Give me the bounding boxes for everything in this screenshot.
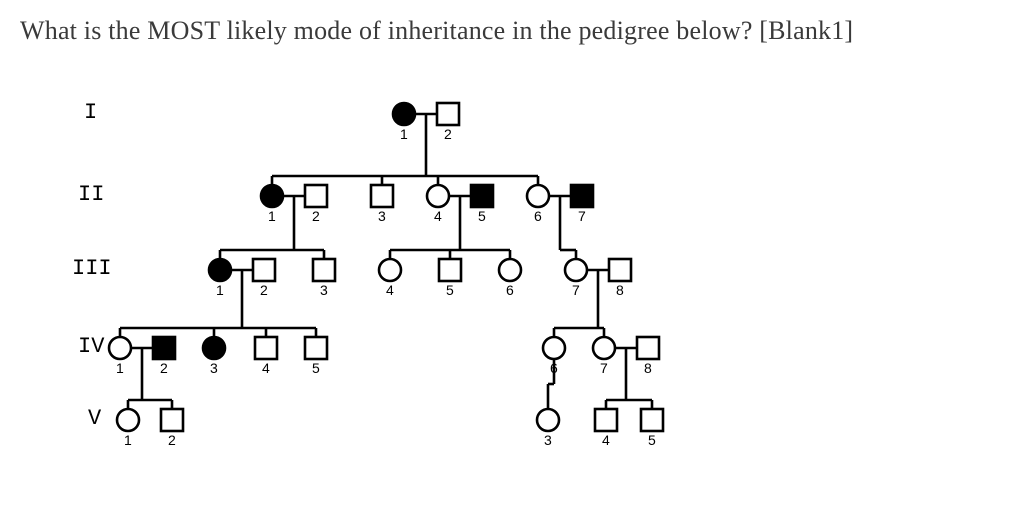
individual-number: 2: [260, 282, 268, 298]
individual-number: 2: [312, 208, 320, 224]
pedigree-female: [527, 185, 549, 207]
individual-number: 8: [616, 282, 624, 298]
pedigree-male: [371, 185, 393, 207]
individual-number: 7: [572, 282, 580, 298]
pedigree-female: [565, 259, 587, 281]
pedigree-female: [261, 185, 283, 207]
pedigree-male: [609, 259, 631, 281]
pedigree-male: [255, 337, 277, 359]
individual-number: 2: [160, 360, 168, 376]
individual-number: 4: [262, 360, 270, 376]
individual-number: 5: [478, 208, 486, 224]
pedigree-male: [161, 409, 183, 431]
pedigree-female: [537, 409, 559, 431]
pedigree-female: [109, 337, 131, 359]
pedigree-male: [571, 185, 593, 207]
individual-number: 7: [600, 360, 608, 376]
individual-number: 4: [602, 432, 610, 448]
pedigree-male: [313, 259, 335, 281]
generation-label: II: [78, 182, 104, 207]
pedigree-male: [153, 337, 175, 359]
individual-number: 7: [578, 208, 586, 224]
pedigree-female: [209, 259, 231, 281]
individual-number: 3: [378, 208, 386, 224]
pedigree-female: [427, 185, 449, 207]
individual-number: 3: [544, 432, 552, 448]
individual-number: 6: [506, 282, 514, 298]
generation-label: I: [84, 100, 97, 125]
pedigree-male: [471, 185, 493, 207]
pedigree-male: [641, 409, 663, 431]
pedigree-female: [499, 259, 521, 281]
pedigree-male: [305, 185, 327, 207]
generation-label: IV: [78, 334, 104, 359]
individual-number: 1: [268, 208, 276, 224]
pedigree-male: [305, 337, 327, 359]
pedigree-male: [637, 337, 659, 359]
individual-number: 1: [124, 432, 132, 448]
pedigree-female: [593, 337, 615, 359]
individual-number: 1: [216, 282, 224, 298]
individual-number: 3: [320, 282, 328, 298]
pedigree-female: [203, 337, 225, 359]
pedigree-diagram: [0, 0, 1024, 514]
individual-number: 1: [400, 126, 408, 142]
individual-number: 2: [444, 126, 452, 142]
individual-number: 6: [550, 360, 558, 376]
individual-number: 2: [168, 432, 176, 448]
pedigree-female: [393, 103, 415, 125]
individual-number: 5: [648, 432, 656, 448]
individual-number: 5: [446, 282, 454, 298]
pedigree-male: [595, 409, 617, 431]
individual-number: 5: [312, 360, 320, 376]
individual-number: 8: [644, 360, 652, 376]
individual-number: 4: [386, 282, 394, 298]
generation-label: III: [72, 256, 112, 281]
pedigree-female: [379, 259, 401, 281]
generation-label: V: [88, 406, 101, 431]
pedigree-male: [437, 103, 459, 125]
individual-number: 3: [210, 360, 218, 376]
pedigree-male: [253, 259, 275, 281]
individual-number: 6: [534, 208, 542, 224]
pedigree-male: [439, 259, 461, 281]
individual-number: 4: [434, 208, 442, 224]
individual-number: 1: [116, 360, 124, 376]
pedigree-female: [543, 337, 565, 359]
pedigree-female: [117, 409, 139, 431]
